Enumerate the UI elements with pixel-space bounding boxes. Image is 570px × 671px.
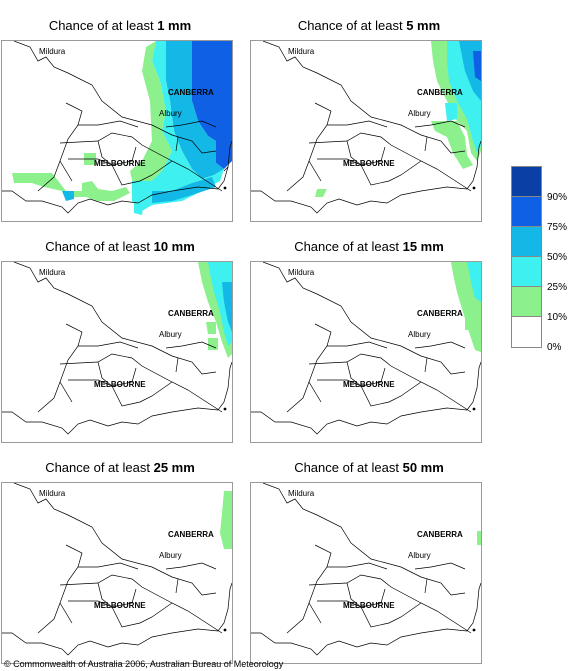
city-canberra: CANBERRA	[417, 88, 463, 97]
map-1mm-svg: Mildura CANBERRA Albury MELBOURNE	[2, 41, 232, 215]
panel-1mm: Chance of at least 1 mm	[0, 14, 233, 224]
legend-swatch-10	[511, 286, 542, 317]
panel-title: Chance of at least 5 mm	[249, 18, 489, 33]
legend-label-10: 10%	[547, 312, 568, 323]
city-mildura: Mildura	[288, 489, 315, 498]
legend-label-0: 0%	[547, 342, 562, 353]
city-canberra: CANBERRA	[417, 309, 463, 318]
panel-title: Chance of at least 10 mm	[0, 239, 240, 254]
city-melbourne: MELBOURNE	[94, 380, 146, 389]
city-mildura: Mildura	[39, 268, 66, 277]
city-canberra: CANBERRA	[417, 530, 463, 539]
map-25mm: Mildura CANBERRA Albury MELBOURNE	[1, 482, 233, 664]
map-25mm-svg: Mildura CANBERRA Albury MELBOURNE	[2, 483, 232, 656]
city-canberra: CANBERRA	[168, 88, 214, 97]
map-10mm: Mildura CANBERRA Albury MELBOURNE	[1, 261, 233, 443]
panel-title: Chance of at least 50 mm	[249, 460, 489, 475]
map-10mm-svg: Mildura CANBERRA Albury MELBOURNE	[2, 262, 232, 435]
title-prefix: Chance of at least	[294, 460, 403, 475]
title-prefix: Chance of at least	[48, 18, 158, 33]
city-melbourne: MELBOURNE	[94, 601, 146, 610]
copyright-text: © Commonwealth of Australia 2006, Austra…	[4, 659, 284, 669]
panel-title: Chance of at least 15 mm	[249, 239, 489, 254]
title-prefix: Chance of at least	[45, 460, 154, 475]
legend-swatch-0	[511, 316, 542, 348]
legend-label-75: 75%	[547, 222, 568, 233]
map-50mm: Mildura CANBERRA Albury MELBOURNE	[250, 482, 482, 664]
title-prefix: Chance of at least	[45, 239, 154, 254]
city-albury: Albury	[408, 551, 431, 560]
panel-15mm: Chance of at least 15 mm	[249, 235, 482, 445]
title-amount: 10 mm	[153, 239, 195, 254]
title-prefix: Chance of at least	[297, 18, 407, 33]
city-albury: Albury	[159, 551, 182, 560]
city-canberra: CANBERRA	[168, 530, 214, 539]
title-amount: 50 mm	[402, 460, 444, 475]
map-5mm-svg: Mildura CANBERRA Albury MELBOURNE	[251, 41, 481, 214]
city-albury: Albury	[159, 330, 182, 339]
panel-title: Chance of at least 1 mm	[0, 18, 240, 33]
city-albury: Albury	[408, 109, 431, 118]
title-amount: 1 mm	[157, 18, 192, 33]
map-15mm-svg: Mildura CANBERRA Albury MELBOURNE	[251, 262, 481, 435]
panel-50mm: Chance of at least 50 mm Mildura C	[249, 456, 482, 666]
panel-title: Chance of at least 25 mm	[0, 460, 240, 475]
legend-swatch-25	[511, 256, 542, 287]
legend-swatch-75	[511, 196, 542, 227]
city-mildura: Mildura	[288, 268, 315, 277]
city-albury: Albury	[408, 330, 431, 339]
city-albury: Albury	[159, 109, 182, 118]
city-mildura: Mildura	[288, 47, 315, 56]
legend-swatch-50	[511, 226, 542, 257]
panel-25mm: Chance of at least 25 mm Mildura C	[0, 456, 233, 666]
title-prefix: Chance of at least	[294, 239, 403, 254]
title-amount: 5 mm	[406, 18, 441, 33]
city-mildura: Mildura	[39, 489, 66, 498]
city-melbourne: MELBOURNE	[343, 601, 395, 610]
map-15mm: Mildura CANBERRA Albury MELBOURNE	[250, 261, 482, 443]
city-mildura: Mildura	[39, 47, 66, 56]
map-1mm: Mildura CANBERRA Albury MELBOURNE	[1, 40, 233, 222]
legend-label-25: 25%	[547, 282, 568, 293]
title-amount: 25 mm	[153, 460, 195, 475]
legend-label-90: 90%	[547, 192, 568, 203]
legend-label-50: 50%	[547, 252, 568, 263]
title-amount: 15 mm	[402, 239, 444, 254]
city-melbourne: MELBOURNE	[94, 159, 146, 168]
legend-swatch-90	[511, 166, 542, 197]
panel-10mm: Chance of at least 10 mm	[0, 235, 233, 445]
map-50mm-svg: Mildura CANBERRA Albury MELBOURNE	[251, 483, 481, 656]
city-canberra: CANBERRA	[168, 309, 214, 318]
map-5mm: Mildura CANBERRA Albury MELBOURNE	[250, 40, 482, 222]
city-melbourne: MELBOURNE	[343, 380, 395, 389]
city-melbourne: MELBOURNE	[343, 159, 395, 168]
panel-5mm: Chance of at least 5 mm	[249, 14, 482, 224]
